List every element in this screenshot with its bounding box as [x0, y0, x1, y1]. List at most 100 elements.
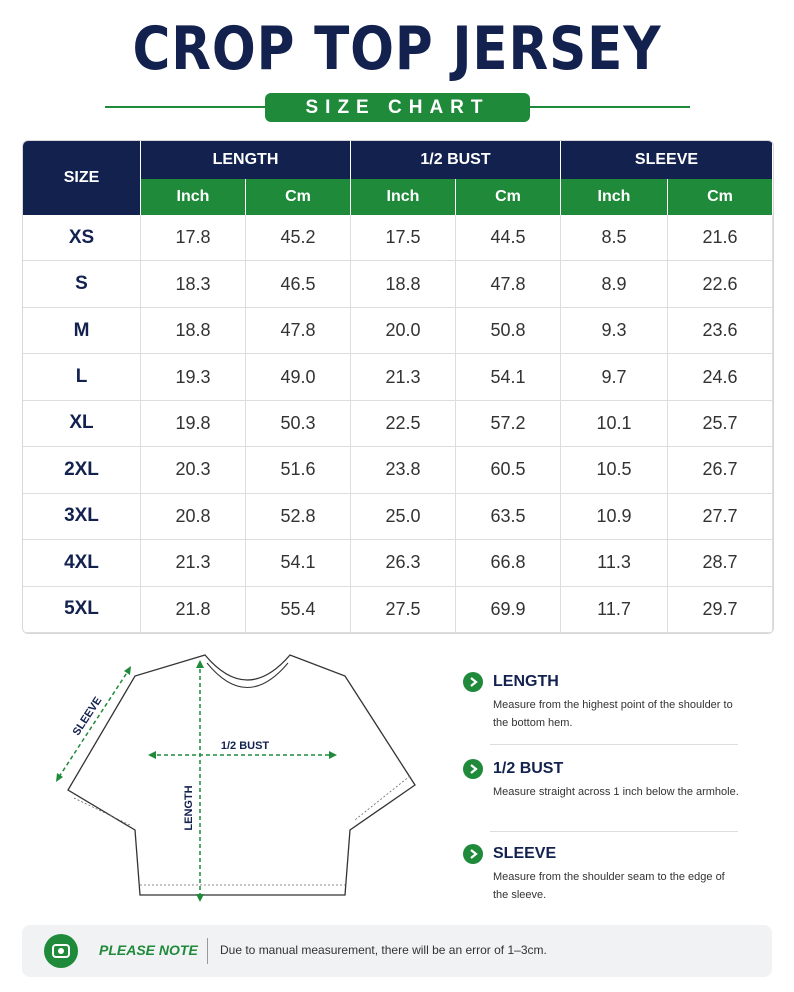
- measure-cell: 8.9: [561, 261, 668, 308]
- size-cell: S: [23, 261, 141, 308]
- guide-icon: [463, 672, 483, 692]
- size-cell: L: [23, 354, 141, 401]
- guide-separator: [490, 744, 738, 745]
- title: CROP TOP JERSEY: [132, 14, 662, 84]
- measure-lines: [56, 662, 335, 900]
- measure-cell: 19.3: [141, 354, 246, 401]
- size-cell: 4XL: [23, 540, 141, 587]
- measure-cell: 51.6: [246, 447, 351, 494]
- measure-cell: 20.8: [141, 493, 246, 541]
- measure-cell: 10.5: [561, 447, 668, 494]
- guide-title: LENGTH: [493, 673, 559, 690]
- size-cell: M: [23, 307, 141, 355]
- measure-cell: 10.1: [561, 400, 668, 448]
- guide-text: Measure from the highest point of the sh…: [493, 699, 733, 729]
- size-cell: 5XL: [23, 586, 141, 633]
- guide-icon: [463, 759, 483, 779]
- shirt-outline: [67, 654, 416, 896]
- measure-cell: 29.7: [668, 586, 773, 633]
- bust-label: 1/2 BUST: [221, 740, 270, 752]
- measure-cell: 25.0: [351, 493, 456, 541]
- measure-cell: 23.6: [668, 307, 773, 355]
- size-cell: 3XL: [23, 493, 141, 541]
- subtitle: SIZE CHART: [265, 93, 530, 122]
- measure-cell: 11.7: [561, 586, 668, 633]
- size-cell: XS: [23, 215, 141, 262]
- measure-cell: 69.9: [456, 586, 561, 633]
- measure-cell: 66.8: [456, 540, 561, 587]
- measure-cell: 57.2: [456, 400, 561, 448]
- group-header: 1/2 BUST: [351, 141, 561, 179]
- measure-cell: 8.5: [561, 215, 668, 262]
- measure-cell: 10.9: [561, 493, 668, 541]
- measure-cell: 18.8: [141, 307, 246, 355]
- guide-icon: [463, 844, 483, 864]
- note-box: PLEASE NOTE Due to manual measurement, t…: [22, 925, 772, 977]
- guide-separator: [490, 831, 738, 832]
- measure-cell: 21.3: [351, 354, 456, 401]
- measure-cell: 55.4: [246, 586, 351, 633]
- measure-cell: 27.7: [668, 493, 773, 541]
- measure-cell: 26.7: [668, 447, 773, 494]
- measure-cell: 20.3: [141, 447, 246, 494]
- unit-header: Inch: [351, 179, 456, 215]
- measure-cell: 49.0: [246, 354, 351, 401]
- guide-title: 1/2 BUST: [493, 760, 564, 777]
- chevron: [470, 849, 478, 859]
- measure-cell: 47.8: [246, 307, 351, 355]
- measure-cell: 17.8: [141, 215, 246, 262]
- note-text: Due to manual measurement, there will be…: [220, 943, 547, 957]
- unit-header: Inch: [141, 179, 246, 215]
- measure-cell: 23.8: [351, 447, 456, 494]
- guide-title: SLEEVE: [493, 845, 557, 862]
- measure-cell: 44.5: [456, 215, 561, 262]
- measure-cell: 50.8: [456, 307, 561, 355]
- measure-cell: 24.6: [668, 354, 773, 401]
- measure-cell: 17.5: [351, 215, 456, 262]
- arrow-heads: [56, 660, 337, 902]
- note-label: PLEASE NOTE: [99, 942, 198, 958]
- measure-cell: 27.5: [351, 586, 456, 633]
- measure-cell: 63.5: [456, 493, 561, 541]
- measure-cell: 52.8: [246, 493, 351, 541]
- group-header: LENGTH: [141, 141, 351, 179]
- measure-cell: 46.5: [246, 261, 351, 308]
- measure-cell: 54.1: [246, 540, 351, 587]
- measure-cell: 21.3: [141, 540, 246, 587]
- measure-cell: 25.7: [668, 400, 773, 448]
- measure-cell: 21.8: [141, 586, 246, 633]
- measure-cell: 9.7: [561, 354, 668, 401]
- size-header: SIZE: [23, 141, 141, 215]
- note-icon: [44, 934, 78, 968]
- unit-header: Inch: [561, 179, 668, 215]
- measure-cell: 9.3: [561, 307, 668, 355]
- measure-cell: 45.2: [246, 215, 351, 262]
- length-label: LENGTH: [183, 785, 195, 830]
- size-cell: 2XL: [23, 447, 141, 494]
- measure-cell: 22.5: [351, 400, 456, 448]
- measure-cell: 54.1: [456, 354, 561, 401]
- shirt-diagram: 1/2 BUST SLEEVE LENGTH: [56, 654, 416, 902]
- chevron: [470, 677, 478, 687]
- measure-cell: 60.5: [456, 447, 561, 494]
- measure-cell: 11.3: [561, 540, 668, 587]
- size-cell: XL: [23, 400, 141, 448]
- guide-text: Measure from the shoulder seam to the ed…: [493, 871, 725, 901]
- measure-cell: 19.8: [141, 400, 246, 448]
- guide-text: Measure straight across 1 inch below the…: [493, 786, 739, 798]
- unit-header: Cm: [668, 179, 773, 215]
- collar: [206, 662, 289, 688]
- measure-cell: 47.8: [456, 261, 561, 308]
- measure-cell: 18.3: [141, 261, 246, 308]
- measure-cell: 21.6: [668, 215, 773, 262]
- group-header: SLEEVE: [561, 141, 773, 179]
- note-divider: [207, 938, 208, 964]
- measure-cell: 18.8: [351, 261, 456, 308]
- unit-header: Cm: [246, 179, 351, 215]
- measure-cell: 50.3: [246, 400, 351, 448]
- measure-cell: 20.0: [351, 307, 456, 355]
- measure-cell: 28.7: [668, 540, 773, 587]
- measure-cell: 22.6: [668, 261, 773, 308]
- measure-cell: 26.3: [351, 540, 456, 587]
